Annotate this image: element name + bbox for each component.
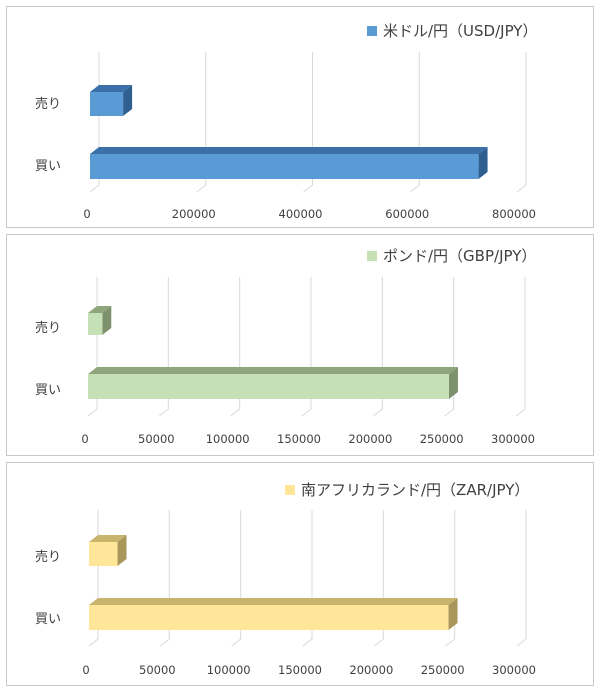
tick-label-6: 300000 bbox=[491, 432, 535, 446]
legend-swatch bbox=[367, 251, 377, 261]
x-axis-ticks: 0 50000 100000 150000 200000 250000 300000 bbox=[82, 663, 536, 677]
tick-label-1: 50000 bbox=[139, 663, 176, 677]
category-label-sell: 売り bbox=[35, 549, 61, 565]
x-axis-ticks: 0 200000 400000 600000 800000 bbox=[83, 207, 536, 221]
bar-sell bbox=[90, 85, 132, 116]
legend-swatch bbox=[367, 26, 377, 36]
tick-label-3: 150000 bbox=[277, 432, 321, 446]
gridline-4 bbox=[517, 52, 526, 192]
gridline-6 bbox=[517, 510, 526, 646]
bars bbox=[90, 85, 488, 179]
gridline-6 bbox=[516, 277, 525, 416]
tick-label-4: 200000 bbox=[349, 663, 393, 677]
tick-label-0: 0 bbox=[81, 432, 88, 446]
category-label-buy: 買い bbox=[35, 159, 61, 174]
legend: 南アフリカランド/円（ZAR/JPY） bbox=[285, 481, 529, 499]
chart-gbp-jpy: 0 50000 100000 150000 200000 250000 300000 売り … bbox=[7, 235, 593, 455]
tick-label-5: 250000 bbox=[420, 432, 464, 446]
chart-zar-jpy: 0 50000 100000 150000 200000 250000 300000 売り … bbox=[7, 463, 593, 685]
category-label-sell: 売り bbox=[35, 320, 61, 336]
bar-buy bbox=[88, 367, 458, 399]
chart-panel-zar-jpy: 0 50000 100000 150000 200000 250000 300000 売り … bbox=[6, 462, 594, 686]
bar-buy bbox=[89, 598, 458, 630]
legend: ポンド/円（GBP/JPY） bbox=[367, 247, 536, 265]
tick-label-5: 250000 bbox=[421, 663, 465, 677]
tick-label-2: 100000 bbox=[207, 663, 251, 677]
y-axis-categories: 売り 買い bbox=[35, 320, 61, 398]
chart-panel-usd-jpy: 0 200000 400000 600000 800000 売り 買い 米ドル/円（US… bbox=[6, 6, 594, 228]
tick-label-4: 800000 bbox=[492, 207, 536, 221]
y-axis-categories: 売り 買い bbox=[35, 96, 61, 174]
tick-label-0: 0 bbox=[83, 207, 90, 221]
bar-sell bbox=[89, 535, 127, 566]
tick-label-4: 200000 bbox=[348, 432, 392, 446]
chart-panel-gbp-jpy: 0 50000 100000 150000 200000 250000 300000 売り … bbox=[6, 234, 594, 456]
bars bbox=[88, 306, 458, 399]
bar-buy bbox=[90, 147, 488, 179]
tick-label-1: 200000 bbox=[172, 207, 216, 221]
tick-label-6: 300000 bbox=[492, 663, 536, 677]
x-axis-ticks: 0 50000 100000 150000 200000 250000 300000 bbox=[81, 432, 535, 446]
legend-label: 米ドル/円（USD/JPY） bbox=[383, 22, 537, 40]
category-label-buy: 買い bbox=[35, 383, 61, 398]
tick-label-3: 150000 bbox=[278, 663, 322, 677]
category-label-buy: 買い bbox=[35, 612, 61, 627]
tick-label-3: 600000 bbox=[385, 207, 429, 221]
tick-label-2: 100000 bbox=[206, 432, 250, 446]
legend: 米ドル/円（USD/JPY） bbox=[367, 22, 537, 40]
bar-sell bbox=[88, 306, 111, 335]
bars bbox=[89, 535, 458, 630]
tick-label-0: 0 bbox=[82, 663, 89, 677]
tick-label-2: 400000 bbox=[279, 207, 323, 221]
category-label-sell: 売り bbox=[35, 96, 61, 112]
tick-label-1: 50000 bbox=[138, 432, 175, 446]
legend-swatch bbox=[285, 485, 295, 495]
legend-label: 南アフリカランド/円（ZAR/JPY） bbox=[301, 481, 529, 499]
legend-label: ポンド/円（GBP/JPY） bbox=[383, 247, 536, 265]
chart-usd-jpy: 0 200000 400000 600000 800000 売り 買い 米ドル/円（US… bbox=[7, 7, 593, 227]
y-axis-categories: 売り 買い bbox=[35, 549, 61, 627]
